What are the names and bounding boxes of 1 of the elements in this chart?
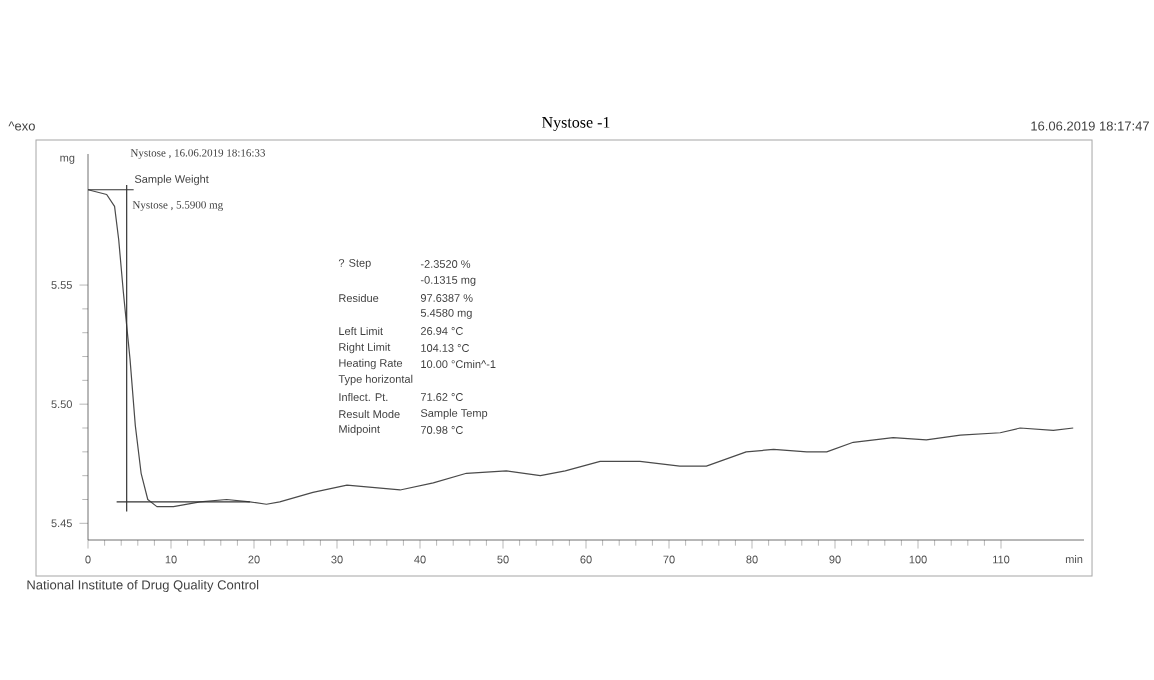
chart-title: Nystose -1 (542, 116, 610, 131)
